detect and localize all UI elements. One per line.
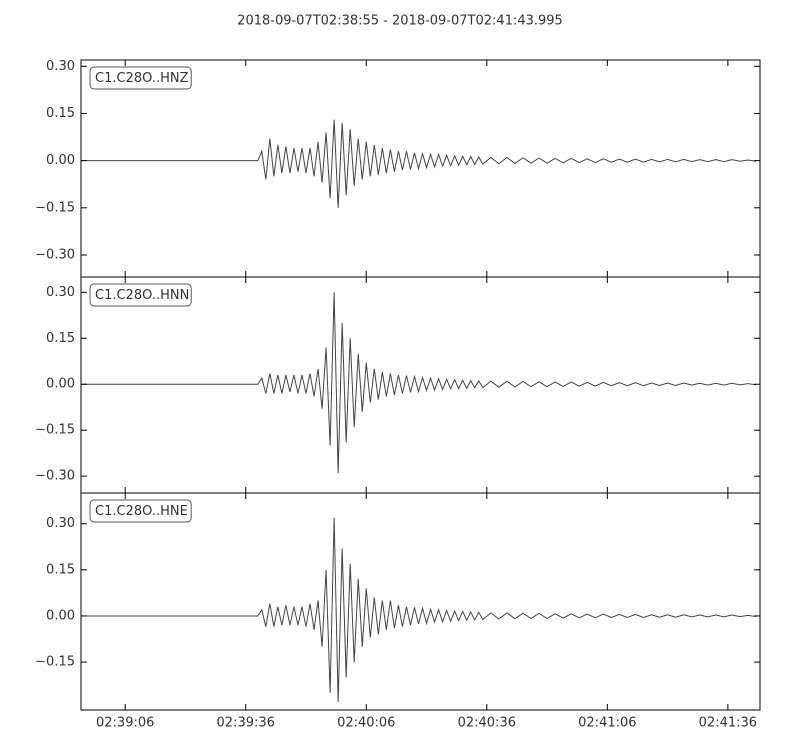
waveform [81, 292, 757, 474]
legend-box [89, 66, 192, 90]
waveform [81, 119, 757, 208]
y-tick-label: −0.15 [35, 200, 75, 215]
y-tick-label: −0.30 [35, 247, 75, 262]
x-tick-label: 02:40:36 [458, 716, 516, 731]
y-tick-label: 0.30 [46, 285, 75, 300]
y-tick-label: 0.15 [46, 562, 75, 577]
y-tick-label: 0.30 [46, 516, 75, 531]
legend-box [89, 499, 192, 523]
legend-label: C1.C28O..HNE [95, 504, 188, 519]
legend-box [89, 283, 192, 307]
legend-label: C1.C28O..HNN [95, 288, 189, 303]
y-tick-label: −0.30 [35, 469, 75, 484]
axes-frame [80, 492, 761, 711]
x-tick-label: 02:41:36 [699, 716, 757, 731]
y-tick-label: 0.00 [46, 377, 75, 392]
y-tick-label: −0.15 [35, 655, 75, 670]
y-tick-label: 0.30 [46, 59, 75, 74]
y-tick-label: 0.15 [46, 106, 75, 121]
y-tick-label: 0.00 [46, 608, 75, 623]
y-tick-label: −0.15 [35, 423, 75, 438]
legend-label: C1.C28O..HNZ [95, 71, 189, 86]
waveform [81, 517, 757, 703]
x-tick-label: 02:39:06 [96, 716, 154, 731]
x-tick-label: 02:41:06 [578, 716, 636, 731]
y-tick-label: 0.00 [46, 153, 75, 168]
y-tick-label: 0.15 [46, 331, 75, 346]
x-tick-label: 02:39:36 [217, 716, 275, 731]
x-tick-label: 02:40:06 [337, 716, 395, 731]
figure-title: 2018-09-07T02:38:55 - 2018-09-07T02:41:4… [237, 14, 563, 29]
